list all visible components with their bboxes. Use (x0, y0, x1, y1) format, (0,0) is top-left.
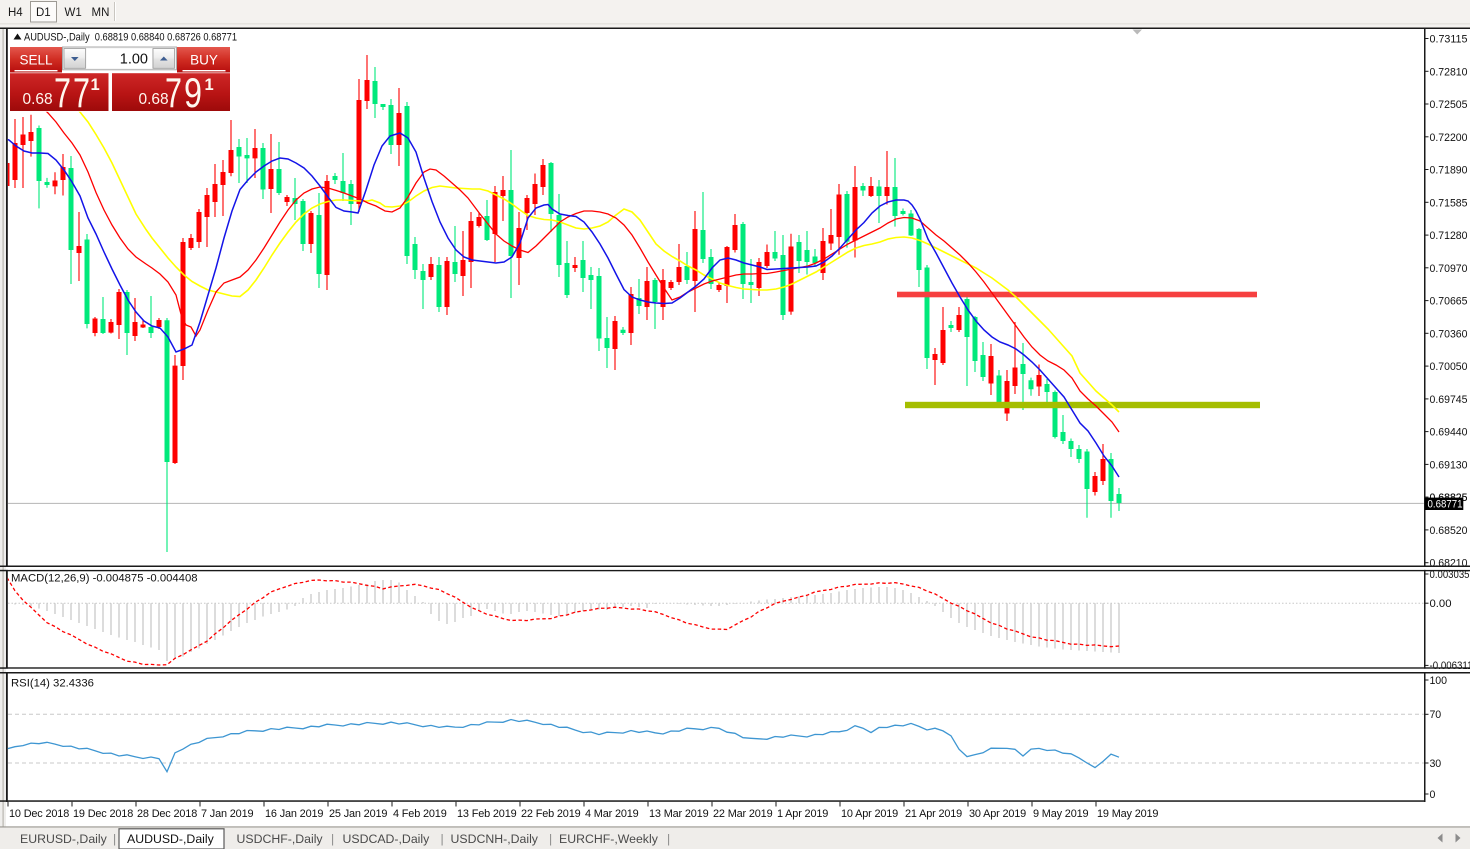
svg-text:100: 100 (1430, 675, 1448, 687)
svg-text:|: | (549, 832, 552, 846)
svg-text:RSI(14) 32.4336: RSI(14) 32.4336 (11, 678, 94, 690)
svg-text:21 Apr 2019: 21 Apr 2019 (905, 808, 962, 820)
svg-text:70: 70 (1430, 709, 1442, 721)
svg-text:1.00: 1.00 (120, 52, 148, 68)
svg-text:0.72505: 0.72505 (1430, 99, 1468, 111)
svg-text:13 Mar 2019: 13 Mar 2019 (649, 808, 709, 820)
svg-text:AUDUSD-,Daily 0.68819 0.68840: AUDUSD-,Daily 0.68819 0.68840 0.68726 0.… (24, 32, 237, 44)
svg-text:25 Jan 2019: 25 Jan 2019 (329, 808, 387, 820)
svg-text:0.71890: 0.71890 (1430, 165, 1468, 177)
svg-text:4 Feb 2019: 4 Feb 2019 (393, 808, 447, 820)
svg-text:28 Dec 2018: 28 Dec 2018 (137, 808, 197, 820)
svg-text:7: 7 (54, 69, 71, 116)
svg-text:H4: H4 (8, 7, 23, 19)
svg-text:1: 1 (91, 76, 100, 94)
svg-text:13 Feb 2019: 13 Feb 2019 (457, 808, 517, 820)
svg-text:|: | (113, 832, 116, 846)
svg-text:0.68: 0.68 (139, 91, 169, 108)
svg-text:|: | (331, 832, 334, 846)
svg-text:1 Apr 2019: 1 Apr 2019 (777, 808, 828, 820)
svg-text:0.69130: 0.69130 (1430, 459, 1468, 471)
svg-text:0.71585: 0.71585 (1430, 197, 1468, 209)
svg-text:0.70665: 0.70665 (1430, 296, 1468, 308)
svg-text:19 Dec 2018: 19 Dec 2018 (73, 808, 133, 820)
svg-text:0.70970: 0.70970 (1430, 263, 1468, 275)
svg-text:MN: MN (92, 7, 110, 19)
svg-text:7 Jan 2019: 7 Jan 2019 (201, 808, 253, 820)
svg-text:USDCNH-,Daily: USDCNH-,Daily (451, 832, 539, 846)
svg-text:MACD(12,26,9) -0.004875 -0.004: MACD(12,26,9) -0.004875 -0.004408 (11, 573, 198, 585)
svg-text:19 May 2019: 19 May 2019 (1097, 808, 1158, 820)
svg-text:0.73115: 0.73115 (1430, 34, 1468, 46)
svg-text:0.00: 0.00 (1430, 598, 1452, 610)
svg-text:USDCAD-,Daily: USDCAD-,Daily (343, 832, 431, 846)
svg-text:|: | (667, 832, 670, 846)
svg-text:0: 0 (1430, 789, 1436, 801)
svg-text:0.69745: 0.69745 (1430, 394, 1468, 406)
svg-text:30: 30 (1430, 758, 1442, 770)
svg-text:USDCHF-,Daily: USDCHF-,Daily (237, 832, 324, 846)
svg-text:0.70050: 0.70050 (1430, 361, 1468, 373)
svg-text:SELL: SELL (19, 53, 53, 68)
svg-text:7: 7 (73, 69, 90, 116)
svg-text:AUDUSD-,Daily: AUDUSD-,Daily (127, 832, 215, 846)
svg-text:30 Apr 2019: 30 Apr 2019 (969, 808, 1026, 820)
svg-text:10 Dec 2018: 10 Dec 2018 (9, 808, 69, 820)
svg-text:BUY: BUY (190, 53, 218, 68)
svg-text:0.70360: 0.70360 (1430, 328, 1468, 340)
svg-text:9: 9 (184, 69, 202, 116)
svg-text:EURUSD-,Daily: EURUSD-,Daily (20, 832, 108, 846)
svg-text:D1: D1 (36, 7, 51, 19)
svg-text:EURCHF-,Weekly: EURCHF-,Weekly (559, 832, 659, 846)
svg-text:|: | (441, 832, 444, 846)
svg-text:22 Mar 2019: 22 Mar 2019 (713, 808, 773, 820)
svg-text:1: 1 (205, 76, 214, 94)
svg-text:16 Jan 2019: 16 Jan 2019 (265, 808, 323, 820)
svg-text:-0.006311: -0.006311 (1430, 660, 1470, 672)
svg-text:W1: W1 (65, 7, 82, 19)
svg-text:0.69440: 0.69440 (1430, 427, 1468, 439)
svg-text:0.003035: 0.003035 (1430, 569, 1470, 581)
svg-text:9 May 2019: 9 May 2019 (1033, 808, 1089, 820)
svg-text:7: 7 (165, 69, 182, 116)
svg-text:0.72200: 0.72200 (1430, 132, 1468, 144)
svg-text:0.68: 0.68 (23, 91, 53, 108)
svg-text:0.68520: 0.68520 (1430, 525, 1468, 537)
svg-text:22 Feb 2019: 22 Feb 2019 (521, 808, 581, 820)
svg-text:10 Apr 2019: 10 Apr 2019 (841, 808, 898, 820)
svg-text:0.72810: 0.72810 (1430, 66, 1468, 78)
svg-text:0.71280: 0.71280 (1430, 230, 1468, 242)
svg-text:4 Mar 2019: 4 Mar 2019 (585, 808, 639, 820)
svg-text:0.68771: 0.68771 (1428, 498, 1463, 510)
